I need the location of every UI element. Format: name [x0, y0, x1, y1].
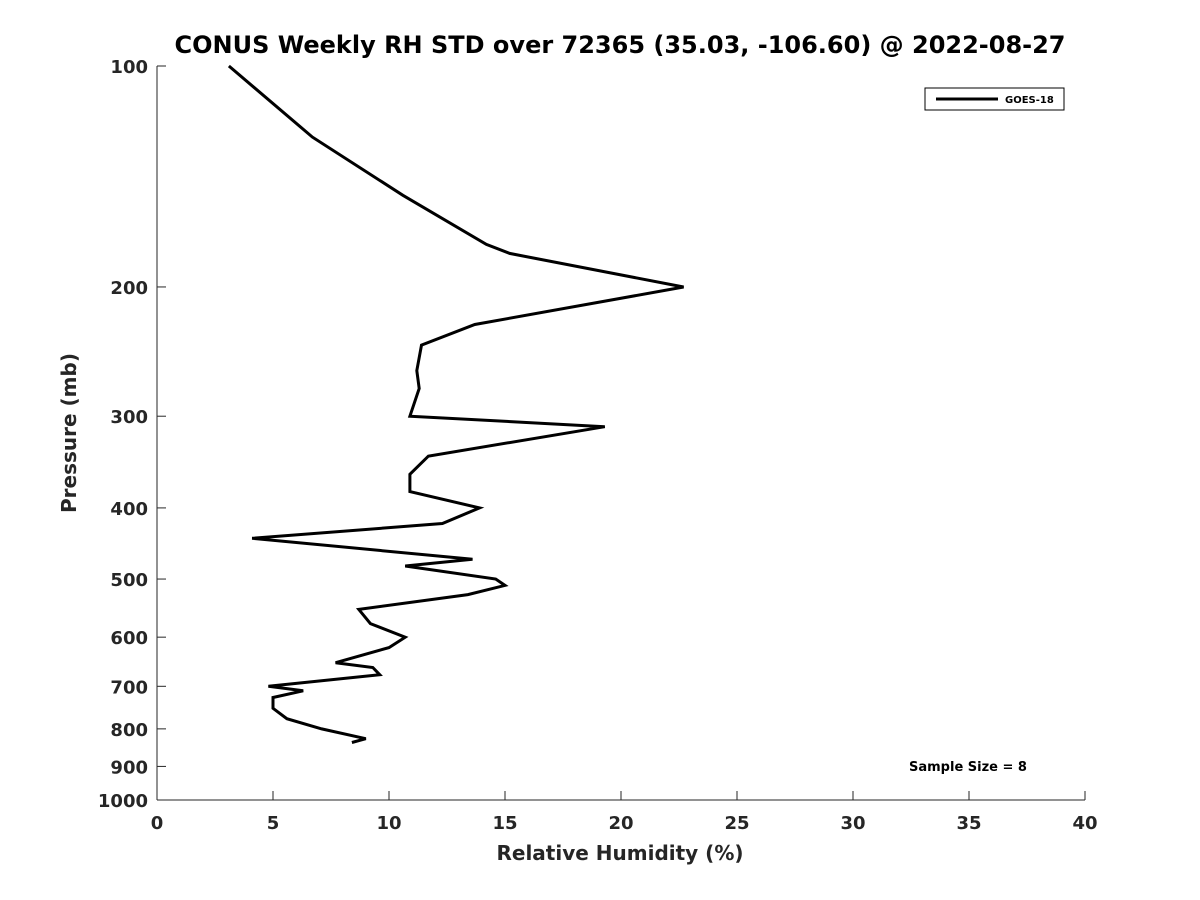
legend-label: GOES-18: [1005, 95, 1054, 106]
y-tick-label: 700: [110, 677, 148, 698]
x-tick-label: 15: [492, 813, 517, 834]
x-ticks: 0 5 10 15 20 25 30 35 40: [151, 791, 1098, 834]
y-ticks: 100 200 300 400 500 600 700 800 900 1000: [98, 57, 166, 812]
x-tick-label: 35: [956, 813, 981, 834]
x-tick-label: 20: [608, 813, 633, 834]
x-tick-label: 40: [1072, 813, 1097, 834]
y-tick-label: 500: [110, 570, 148, 591]
y-tick-label: 900: [110, 757, 148, 778]
chart-title: CONUS Weekly RH STD over 72365 (35.03, -…: [174, 31, 1065, 59]
y-tick-label: 1000: [98, 791, 148, 812]
y-tick-label: 300: [110, 407, 148, 428]
x-tick-label: 25: [724, 813, 749, 834]
series-layer: [227, 64, 684, 744]
x-axis-label: Relative Humidity (%): [496, 841, 743, 865]
x-tick-label: 0: [151, 813, 164, 834]
y-tick-label: 600: [110, 628, 148, 649]
y-tick-label: 200: [110, 278, 148, 299]
sample-size-note: Sample Size = 8: [909, 760, 1027, 775]
y-tick-label: 100: [110, 57, 148, 78]
y-axis-label: Pressure (mb): [57, 353, 81, 513]
y-tick-label: 400: [110, 499, 148, 520]
legend: GOES-18: [924, 87, 1065, 111]
series-line-goes-18: [227, 64, 684, 744]
x-tick-label: 30: [840, 813, 865, 834]
x-tick-label: 5: [267, 813, 280, 834]
x-tick-label: 10: [376, 813, 401, 834]
y-tick-label: 800: [110, 720, 148, 741]
